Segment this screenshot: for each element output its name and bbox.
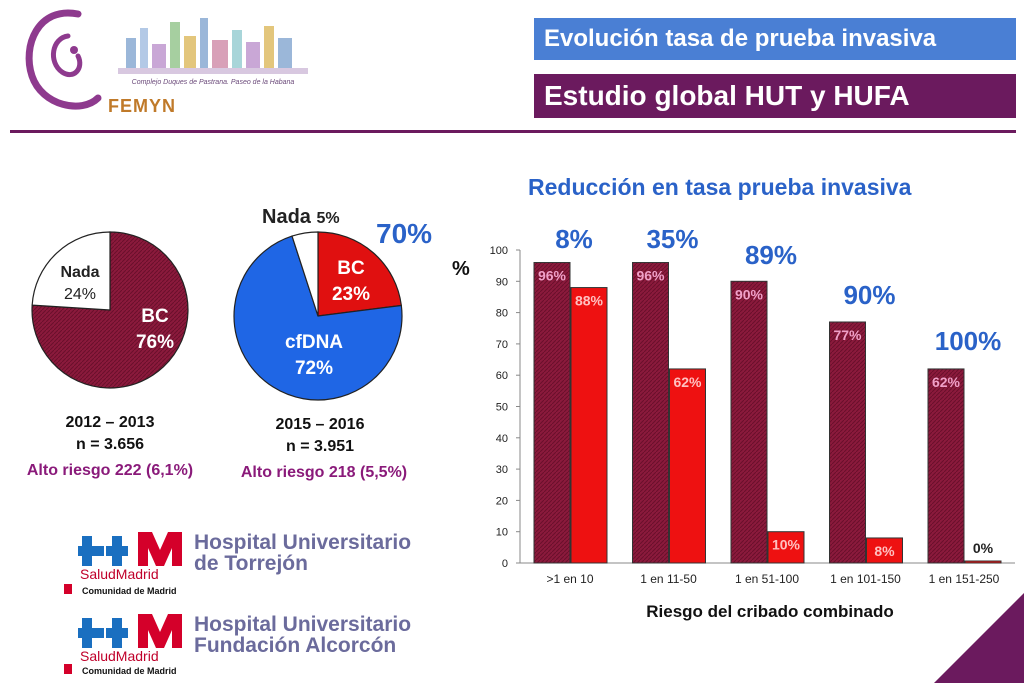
pie2-slice-cfdna <box>233 235 403 401</box>
city-banner-image: Complejo Duques de Pastrana. Paseo de la… <box>118 18 308 86</box>
bar-after <box>767 531 805 564</box>
bar-value-label: 88% <box>575 293 604 309</box>
pie2-nada-text: Nada 5% <box>262 206 340 229</box>
comunidad-flag-icon <box>64 664 72 674</box>
bar-before <box>533 262 571 564</box>
pie2-cfdna-pct: 72% <box>294 358 334 379</box>
pie1-n: n = 3.656 <box>75 436 145 453</box>
brand-name: FEMYN <box>108 96 176 116</box>
bar-value-label: 10% <box>772 537 801 553</box>
pie2-nada-pct: 5% <box>316 210 340 227</box>
bar-after <box>866 537 903 564</box>
bar-value-label: 96% <box>538 268 567 284</box>
hospital-logo-alcorcon: SaludMadrid Hospital Universitario Funda… <box>64 610 438 680</box>
x-tick-label: 1 en 11-50 <box>640 572 697 586</box>
y-tick-label: 80 <box>496 308 508 320</box>
hospital1-line1: Hospital Universitario <box>194 531 412 554</box>
salud-madrid-logo-icon <box>78 614 182 648</box>
pie2-cfdna-label: cfDNA <box>284 332 344 353</box>
reduction-label: 90% <box>843 280 895 310</box>
pie2-bc-label: BC <box>337 258 365 279</box>
salud-madrid-text: SaludMadrid <box>80 648 159 664</box>
hospital2-line1: Hospital Universitario <box>194 613 412 636</box>
pie2-risk: Alto riesgo 218 (5,5%) <box>240 464 408 481</box>
header-divider <box>10 130 1016 133</box>
comunidad-text: Comunidad de Madrid <box>82 666 177 676</box>
slide-subtitle: Estudio global HUT y HUFA <box>534 74 1016 118</box>
reduction-label: 89% <box>745 240 797 270</box>
x-tick-label: 1 en 51-100 <box>735 572 799 586</box>
x-tick-label: 1 en 101-150 <box>830 572 901 586</box>
hospital-logo-torrejon: SaludMadrid Hospital Universitario de To… <box>64 528 438 598</box>
bar-value-label: 77% <box>833 327 862 343</box>
bar-before <box>927 368 965 564</box>
hospital1-line2: de Torrejón <box>194 552 308 575</box>
chart-title: Reducción en tasa prueba invasiva <box>528 174 912 200</box>
y-tick-label: 20 <box>496 495 508 507</box>
pie1-nada-pct: 24% <box>63 286 97 303</box>
pie2-reduction-pct: 70% <box>376 218 433 249</box>
reduction-label: 35% <box>646 224 698 254</box>
bar-value-label: 96% <box>636 268 665 284</box>
y-tick-label: 10 <box>496 527 508 539</box>
bar-value-label: 90% <box>735 286 764 302</box>
pie2-slice-nada <box>291 231 319 317</box>
salud-madrid-text: SaludMadrid <box>80 566 159 582</box>
bar-value-label: 62% <box>673 374 702 390</box>
pie2-bc-pct: 23% <box>331 284 371 305</box>
y-tick-label: 60 <box>496 370 508 382</box>
x-tick-label: >1 en 10 <box>546 572 593 586</box>
pie1-period: 2012 – 2013 <box>65 414 155 431</box>
y-tick-label: 70 <box>496 339 508 351</box>
x-tick-label: 1 en 151-250 <box>929 572 1000 586</box>
bar-before <box>632 262 669 564</box>
y-axis-label: % <box>452 258 470 280</box>
y-tick-label: 50 <box>496 402 508 414</box>
pie1-bc-label: BC <box>141 306 169 327</box>
slide-title: Evolución tasa de prueba invasiva <box>534 18 1016 60</box>
y-tick-label: 90 <box>496 276 508 288</box>
bar-chart: 0 10 20 30 40 50 60 70 80 90 100 96% 88% >1 en 10 8% 96… <box>490 224 1015 586</box>
pie2-slice-bc <box>317 231 403 317</box>
femyn-logo-icon <box>25 9 102 110</box>
bar-value-label: 0% <box>973 540 994 556</box>
y-tick-label: 40 <box>496 433 508 445</box>
bar-after <box>669 368 706 564</box>
pie2-period: 2015 – 2016 <box>275 416 365 433</box>
y-tick-label: 30 <box>496 464 508 476</box>
corner-decoration <box>934 593 1024 683</box>
pie1-nada-label: Nada <box>60 264 100 281</box>
reduction-label: 8% <box>555 224 593 254</box>
pie-chart-2015 <box>233 231 403 401</box>
comunidad-flag-icon <box>64 584 72 594</box>
reduction-label: 100% <box>935 326 1002 356</box>
pie2-nada-label: Nada <box>262 206 311 228</box>
banner-caption: Complejo Duques de Pastrana. Paseo de la… <box>132 79 295 86</box>
hospital2-line2: Fundación Alcorcón <box>194 634 397 657</box>
bar-before <box>829 321 866 564</box>
bar-after <box>570 287 608 564</box>
pie-chart-2012 <box>31 231 189 389</box>
x-axis-label: Riesgo del cribado combinado <box>646 602 894 621</box>
pie2-n: n = 3.951 <box>285 438 355 455</box>
bar-after <box>964 560 1002 564</box>
salud-madrid-logo-icon <box>78 532 182 566</box>
y-tick-label: 0 <box>502 558 508 570</box>
y-tick-label: 100 <box>490 245 508 257</box>
pie1-risk: Alto riesgo 222 (6,1%) <box>26 462 194 479</box>
bar-before <box>730 280 768 564</box>
bar-value-label: 62% <box>932 374 961 390</box>
comunidad-text: Comunidad de Madrid <box>82 586 177 596</box>
pie1-slice-nada <box>31 231 111 311</box>
bar-value-label: 8% <box>874 543 895 559</box>
pie1-bc-pct: 76% <box>135 332 175 353</box>
